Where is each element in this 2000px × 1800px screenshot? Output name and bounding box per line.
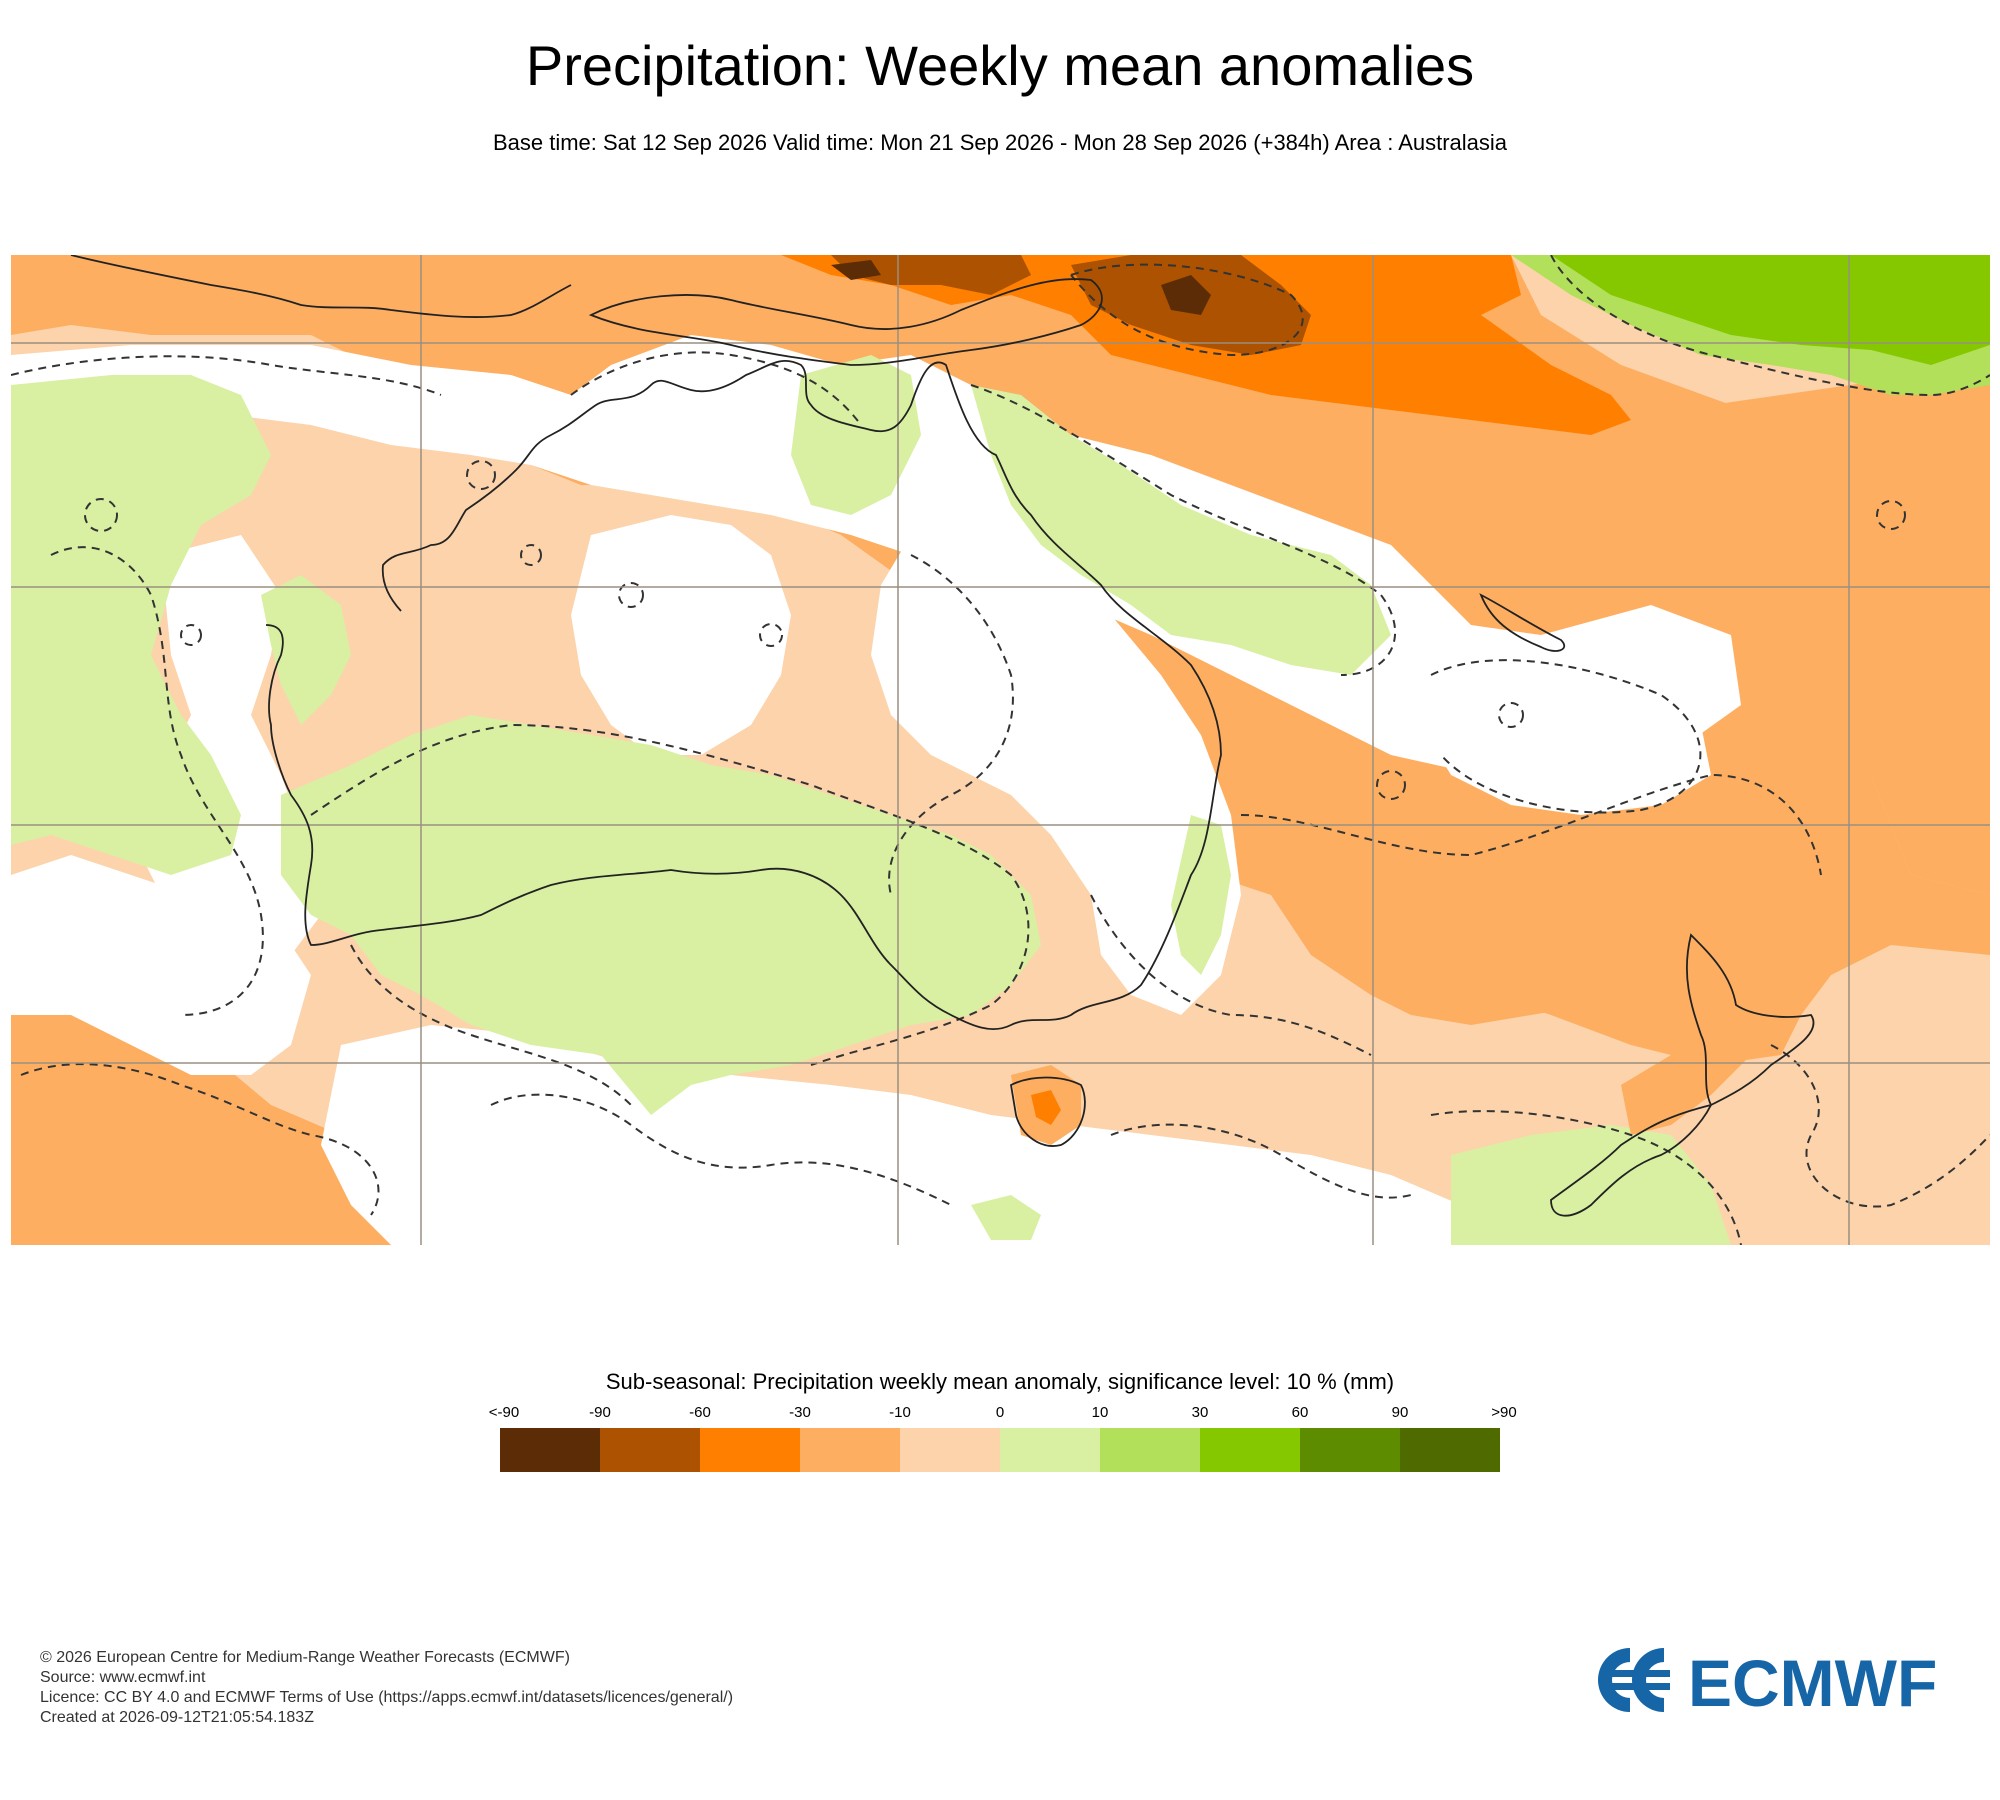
footer-licence: Licence: CC BY 4.0 and ECMWF Terms of Us…	[40, 1689, 734, 1706]
indonesia-islands-coastline	[70, 255, 572, 318]
legend-tick-label: 0	[995, 1404, 1005, 1421]
footer-created: Created at 2026-09-12T21:05:54.183Z	[40, 1709, 314, 1726]
legend-tick-labels: <-90 -90 -60 -30 -10 0 10 30 60 90 >90	[0, 1404, 2000, 1424]
anomaly-region-very-strong-negative-2	[831, 255, 1031, 295]
legend-tick-label: <-90	[488, 1404, 520, 1421]
anomaly-region-positive-north-land	[791, 355, 921, 515]
anomaly-region-near-zero-queensland	[871, 525, 1241, 1015]
map-canvas	[11, 255, 1990, 1245]
anomaly-region-positive-nsw-coast	[1171, 815, 1231, 975]
legend-tick-label: -90	[589, 1404, 611, 1421]
significance-contours	[11, 255, 1990, 1245]
anomaly-region-positive-south-ocean	[971, 1195, 1041, 1240]
anomaly-region-nz-orange	[1621, 1025, 1751, 1135]
legend-tick-label: 60	[1291, 1404, 1309, 1421]
anomaly-region-near-zero-central	[571, 515, 791, 755]
anomaly-region-near-zero-east-island	[1421, 655, 1711, 815]
nz-south-island-coastline	[1550, 1103, 1713, 1217]
ecmwf-logo: ECMWF	[1590, 1640, 1962, 1720]
legend-swatch	[1300, 1428, 1400, 1472]
ecmwf-logo-text: ECMWF	[1688, 1646, 1937, 1720]
legend-title: Sub-seasonal: Precipitation weekly mean …	[605, 1369, 1395, 1394]
legend-tick-label: 90	[1391, 1404, 1409, 1421]
legend-swatch	[900, 1428, 1000, 1472]
legend-tick-label: -60	[689, 1404, 711, 1421]
legend-swatch	[1000, 1428, 1100, 1472]
anomaly-region-positive-west-ocean	[11, 375, 271, 875]
new-caledonia-coastline	[1479, 593, 1566, 652]
legend-tick-label: 10	[1091, 1404, 1109, 1421]
nz-north-island-coastline	[1685, 933, 1815, 1107]
precipitation-anomaly-map	[11, 255, 1990, 1245]
legend-tick-label: -10	[889, 1404, 911, 1421]
tasmania-coastline	[1010, 1076, 1086, 1147]
map-subtitle: Base time: Sat 12 Sep 2026 Valid time: M…	[492, 130, 1508, 155]
anomaly-region-near-zero-south	[321, 1025, 1511, 1245]
legend-swatch	[1100, 1428, 1200, 1472]
legend-color-bar	[500, 1428, 1500, 1472]
anomaly-region-extreme-negative	[1161, 275, 1211, 315]
legend-swatch	[600, 1428, 700, 1472]
australia-coastline	[265, 360, 1222, 1030]
anomaly-region-positive-cape-york	[971, 385, 1391, 675]
legend-swatch	[500, 1428, 600, 1472]
anomaly-region-tasman-orange	[1271, 775, 1811, 1025]
legend-tick-label: >90	[1491, 1404, 1517, 1421]
legend-tick-label: 30	[1191, 1404, 1209, 1421]
legend-swatch	[700, 1428, 800, 1472]
legend-swatch	[800, 1428, 900, 1472]
anomaly-region-tasmania-strong	[1031, 1090, 1061, 1125]
anomaly-region-positive-coast	[261, 575, 351, 725]
legend-swatch	[1400, 1428, 1500, 1472]
coastlines	[70, 255, 1815, 1217]
new-guinea-coastline	[588, 278, 1103, 366]
legend-tick-label: -30	[789, 1404, 811, 1421]
anomaly-region-near-zero-southwest	[11, 855, 311, 1075]
footer-copyright: © 2026 European Centre for Medium-Range …	[40, 1649, 570, 1666]
anomaly-region-east-orange	[1711, 365, 1990, 895]
legend-swatch	[1200, 1428, 1300, 1472]
footer-source: Source: www.ecmwf.int	[40, 1669, 206, 1686]
ecmwf-logo-graphic: ECMWF	[1598, 1646, 1937, 1720]
anomaly-region-extreme-negative-2	[831, 260, 881, 280]
anomaly-region-positive-south-australia	[281, 715, 1041, 1115]
map-title: Precipitation: Weekly mean anomalies	[525, 34, 1475, 97]
graticule	[11, 255, 1990, 1245]
footer-credits: © 2026 European Centre for Medium-Range …	[40, 1648, 733, 1728]
anomaly-region-positive-northeast-strong	[1551, 255, 1990, 365]
